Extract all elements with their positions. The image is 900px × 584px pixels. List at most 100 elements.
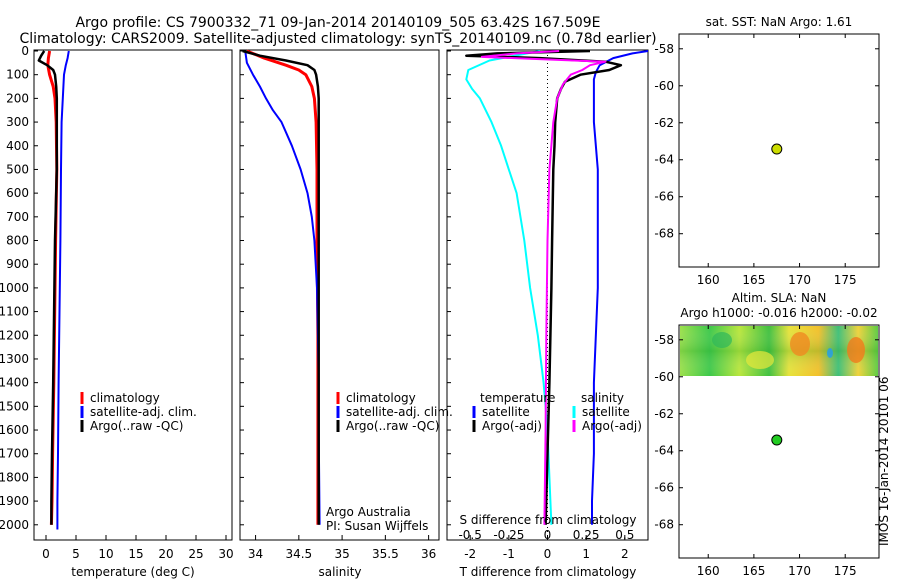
x-tick-label: 2 (621, 547, 629, 561)
difference-xlabel: T difference from climatology (459, 565, 637, 579)
side-stamp: IMOS 16-Jan-2014 20101 06 (877, 377, 891, 546)
depth-tick-label: 700 (6, 210, 29, 224)
depth-tick-label: 900 (6, 257, 29, 271)
series-line (242, 49, 320, 525)
depth-tick-label: 500 (6, 162, 29, 176)
x-tick-label: 1 (582, 547, 590, 561)
lat-tick-label: -68 (654, 518, 674, 532)
x-tick-label: 20 (158, 547, 173, 561)
depth-axis-ticks: 0 100 200 300 400 500 600 700 800 900 1000 1100 1200… (0, 44, 451, 532)
depth-tick-label: 2000 (0, 518, 29, 532)
lon-tick-label: 160 (697, 273, 720, 287)
top-x-tick-label: 0.25 (573, 528, 600, 542)
legend-s-argo: Argo(-adj) (582, 419, 642, 433)
x-tick-label: 34.5 (285, 547, 312, 561)
temperature-panel (33, 49, 233, 541)
lat-tick-label: -68 (654, 227, 674, 241)
annotation-pi: PI: Susan Wijffels (326, 519, 428, 533)
depth-tick-label: 1600 (0, 423, 29, 437)
depth-tick-label: 400 (6, 139, 29, 153)
lat-tick-label: -62 (654, 407, 674, 421)
sla-map-title: Altim. SLA: NaN (732, 291, 827, 305)
depth-tick-label: 600 (6, 186, 29, 200)
argo-position-marker (771, 143, 783, 155)
series-line (465, 50, 553, 525)
depth-tick-label: 1900 (0, 494, 29, 508)
lon-tick-label: 175 (834, 564, 857, 578)
depth-tick-label: 800 (6, 234, 29, 248)
lon-tick-label: 170 (788, 564, 811, 578)
salinity-legend: climatology satellite-adj. clim. Argo(..… (336, 391, 453, 433)
temperature-lines (37, 50, 70, 530)
depth-tick-label: 200 (6, 91, 29, 105)
depth-tick-label: 300 (6, 115, 29, 129)
temperature-axis-ticks: 0 5 10 15 20 25 30 (42, 535, 234, 561)
legend-temperature-heading: temperature (480, 391, 555, 405)
annotation-institution: Argo Australia (326, 505, 411, 519)
legend-satellite: satellite-adj. clim. (90, 405, 197, 419)
sst-map-panel (678, 33, 880, 268)
lat-tick-label: -64 (654, 153, 674, 167)
top-x-tick-label: 0 (544, 528, 552, 542)
lon-tick-label: 165 (742, 564, 765, 578)
depth-tick-label: 1300 (0, 352, 29, 366)
depth-tick-label: 1000 (0, 281, 29, 295)
sla-map-panel (678, 324, 880, 559)
figure-title-line2: Climatology: CARS2009. Satellite-adjuste… (19, 31, 656, 47)
lat-tick-label: -58 (654, 333, 674, 347)
series-line (37, 50, 59, 525)
x-tick-label: 0 (544, 547, 552, 561)
legend-s-satellite: satellite (582, 405, 630, 419)
x-tick-label: 35 (334, 547, 349, 561)
x-tick-label: 10 (98, 547, 113, 561)
map-markers (771, 143, 783, 446)
legend-t-argo: Argo(-adj) (482, 419, 542, 433)
lon-tick-label: 160 (697, 564, 720, 578)
temperature-legend: climatology satellite-adj. clim. Argo(..… (80, 391, 197, 433)
lon-tick-label: 175 (834, 273, 857, 287)
difference-lines (465, 49, 649, 525)
salinity-axis-ticks: 34 34.5 35 35.5 36 (248, 535, 436, 561)
sla-map-ticks: 160 165 170 175 -58 -60 -62 -64 -66 -68 (654, 325, 879, 578)
lat-tick-label: -66 (654, 190, 674, 204)
x-tick-label: 34 (248, 547, 263, 561)
sst-map-title: sat. SST: NaN Argo: 1.61 (706, 15, 853, 29)
depth-tick-label: 1800 (0, 470, 29, 484)
depth-tick-label: 1200 (0, 328, 29, 342)
sla-map-subtitle: Argo h1000: -0.016 h2000: -0.02 (680, 306, 877, 320)
lat-tick-label: -62 (654, 116, 674, 130)
legend-salinity-heading: salinity (581, 391, 624, 405)
argo-position-marker (771, 434, 783, 446)
salinity-xlabel: salinity (318, 565, 361, 579)
salinity-panel (239, 49, 440, 541)
difference-legend: temperature satellite Argo(-adj) salinit… (472, 391, 642, 433)
x-tick-label: 0 (42, 547, 50, 561)
x-tick-label: 35.5 (372, 547, 399, 561)
top-x-tick-label: 0.5 (615, 528, 634, 542)
legend-argo: Argo(..raw -QC) (90, 419, 183, 433)
sst-map-ticks: 160 165 170 175 -58 -60 -62 -64 -66 -68 (654, 34, 879, 287)
x-tick-label: -2 (464, 547, 476, 561)
lat-tick-label: -60 (654, 370, 674, 384)
legend-t-satellite: satellite (482, 405, 530, 419)
x-tick-label: 25 (188, 547, 203, 561)
figure-title-line1: Argo profile: CS 7900332_71 09-Jan-2014 … (75, 15, 600, 31)
x-tick-label: 5 (72, 547, 80, 561)
x-tick-label: 36 (421, 547, 436, 561)
sla-heatmap (680, 326, 878, 376)
lon-tick-label: 165 (742, 273, 765, 287)
salinity-lines (242, 49, 321, 525)
series-line (591, 50, 649, 525)
lat-tick-label: -60 (654, 79, 674, 93)
series-line (244, 50, 321, 525)
series-line (56, 50, 70, 530)
temperature-xlabel: temperature (deg C) (71, 565, 194, 579)
legend-climatology: climatology (90, 391, 160, 405)
series-line (480, 50, 607, 525)
depth-tick-label: 1100 (0, 305, 29, 319)
x-tick-label: 15 (128, 547, 143, 561)
lat-tick-label: -58 (654, 42, 674, 56)
lat-tick-label: -66 (654, 481, 674, 495)
lat-tick-label: -64 (654, 444, 674, 458)
